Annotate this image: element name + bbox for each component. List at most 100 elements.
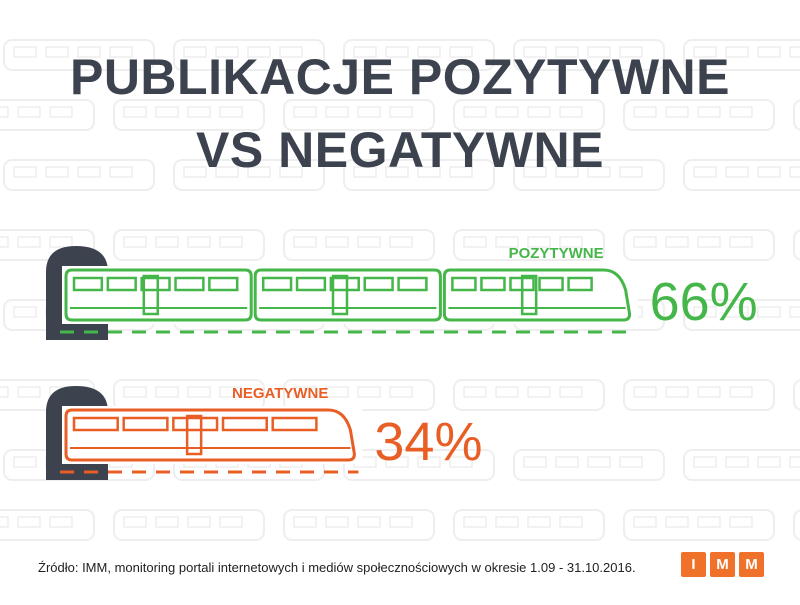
background-train-window <box>757 46 781 58</box>
background-train-window <box>13 166 37 178</box>
train-car <box>253 268 442 322</box>
background-train-car <box>113 99 265 131</box>
background-train-window <box>665 516 689 528</box>
background-train-car <box>683 159 800 191</box>
background-train-window <box>697 516 721 528</box>
logo-letter: M <box>710 552 735 577</box>
background-train-window <box>789 306 800 318</box>
series-label: NEGATYWNE <box>232 385 328 402</box>
background-train-window <box>665 236 689 248</box>
background-train-window <box>559 386 583 398</box>
background-train-window <box>353 166 377 178</box>
background-train-car <box>793 509 800 541</box>
background-train-window <box>187 516 211 528</box>
background-train-window <box>725 306 749 318</box>
background-train-window <box>449 456 473 468</box>
background-train-window <box>697 236 721 248</box>
background-train-window <box>725 46 749 58</box>
background-train-window <box>293 516 317 528</box>
background-train-window <box>789 456 800 468</box>
train-window <box>72 276 104 292</box>
background-train-window <box>463 236 487 248</box>
background-train-window <box>357 106 381 118</box>
background-train-window <box>725 456 749 468</box>
background-train-window <box>17 516 41 528</box>
background-train-car <box>453 99 605 131</box>
background-train-window <box>693 306 717 318</box>
background-train-window <box>49 106 73 118</box>
background-train-window <box>247 46 271 58</box>
train-car <box>64 268 253 322</box>
train-window <box>208 276 239 292</box>
background-train-car <box>623 229 775 261</box>
background-train-window <box>559 516 583 528</box>
source-note: Źródło: IMM, monitoring portali internet… <box>38 560 636 575</box>
background-train-window <box>77 46 101 58</box>
background-train-window <box>559 236 583 248</box>
background-train-window <box>495 236 519 248</box>
background-train-window <box>633 236 657 248</box>
train-window <box>72 416 119 432</box>
train-backing <box>62 406 363 464</box>
background-train-window <box>527 106 551 118</box>
train-window <box>271 416 318 432</box>
background-train-window <box>385 456 409 468</box>
background-train-window <box>693 46 717 58</box>
train-window <box>140 276 171 292</box>
background-train-window <box>495 516 519 528</box>
background-train-car <box>793 229 800 261</box>
background-train-window <box>587 46 611 58</box>
background-train-window <box>49 516 73 528</box>
logo-letter: I <box>681 552 706 577</box>
background-train-window <box>417 456 441 468</box>
imm-logo: I M M <box>681 552 764 577</box>
background-train-window <box>633 386 657 398</box>
background-train-window <box>527 236 551 248</box>
background-train-window <box>555 166 579 178</box>
background-train-window <box>729 236 753 248</box>
background-train-car <box>113 509 265 541</box>
background-train-window <box>527 386 551 398</box>
background-train-window <box>417 46 441 58</box>
background-train-window <box>0 236 9 248</box>
background-train-car <box>683 299 800 331</box>
train-window <box>221 416 268 432</box>
value-label: 34% <box>374 412 482 472</box>
background-train-window <box>183 166 207 178</box>
background-train-window <box>389 386 413 398</box>
train-door <box>185 414 203 456</box>
train-backing <box>62 266 638 324</box>
background-train-window <box>559 106 583 118</box>
train-window <box>363 276 394 292</box>
background-train-car <box>623 99 775 131</box>
background-train-window <box>385 46 409 58</box>
background-train-window <box>789 166 800 178</box>
background-train-window <box>495 106 519 118</box>
background-train-window <box>293 386 317 398</box>
background-train-car <box>283 99 435 131</box>
background-train-window <box>495 386 519 398</box>
background-train-window <box>155 516 179 528</box>
train-window <box>451 276 477 292</box>
background-train-window <box>77 166 101 178</box>
background-train-window <box>729 516 753 528</box>
background-train-window <box>109 46 133 58</box>
background-train-window <box>633 106 657 118</box>
background-train-window <box>325 236 349 248</box>
background-train-window <box>17 236 41 248</box>
background-train-window <box>555 456 579 468</box>
background-train-window <box>0 516 9 528</box>
background-train-window <box>523 166 547 178</box>
background-train-window <box>523 456 547 468</box>
background-train-window <box>587 166 611 178</box>
background-train-car <box>3 159 155 191</box>
background-train-window <box>757 166 781 178</box>
train-window <box>174 276 205 292</box>
background-train-car <box>343 449 495 481</box>
background-train-car <box>173 159 325 191</box>
background-train-window <box>697 106 721 118</box>
background-train-window <box>757 306 781 318</box>
background-train-window <box>729 386 753 398</box>
train-door <box>520 274 538 316</box>
background-train-car <box>793 99 800 131</box>
